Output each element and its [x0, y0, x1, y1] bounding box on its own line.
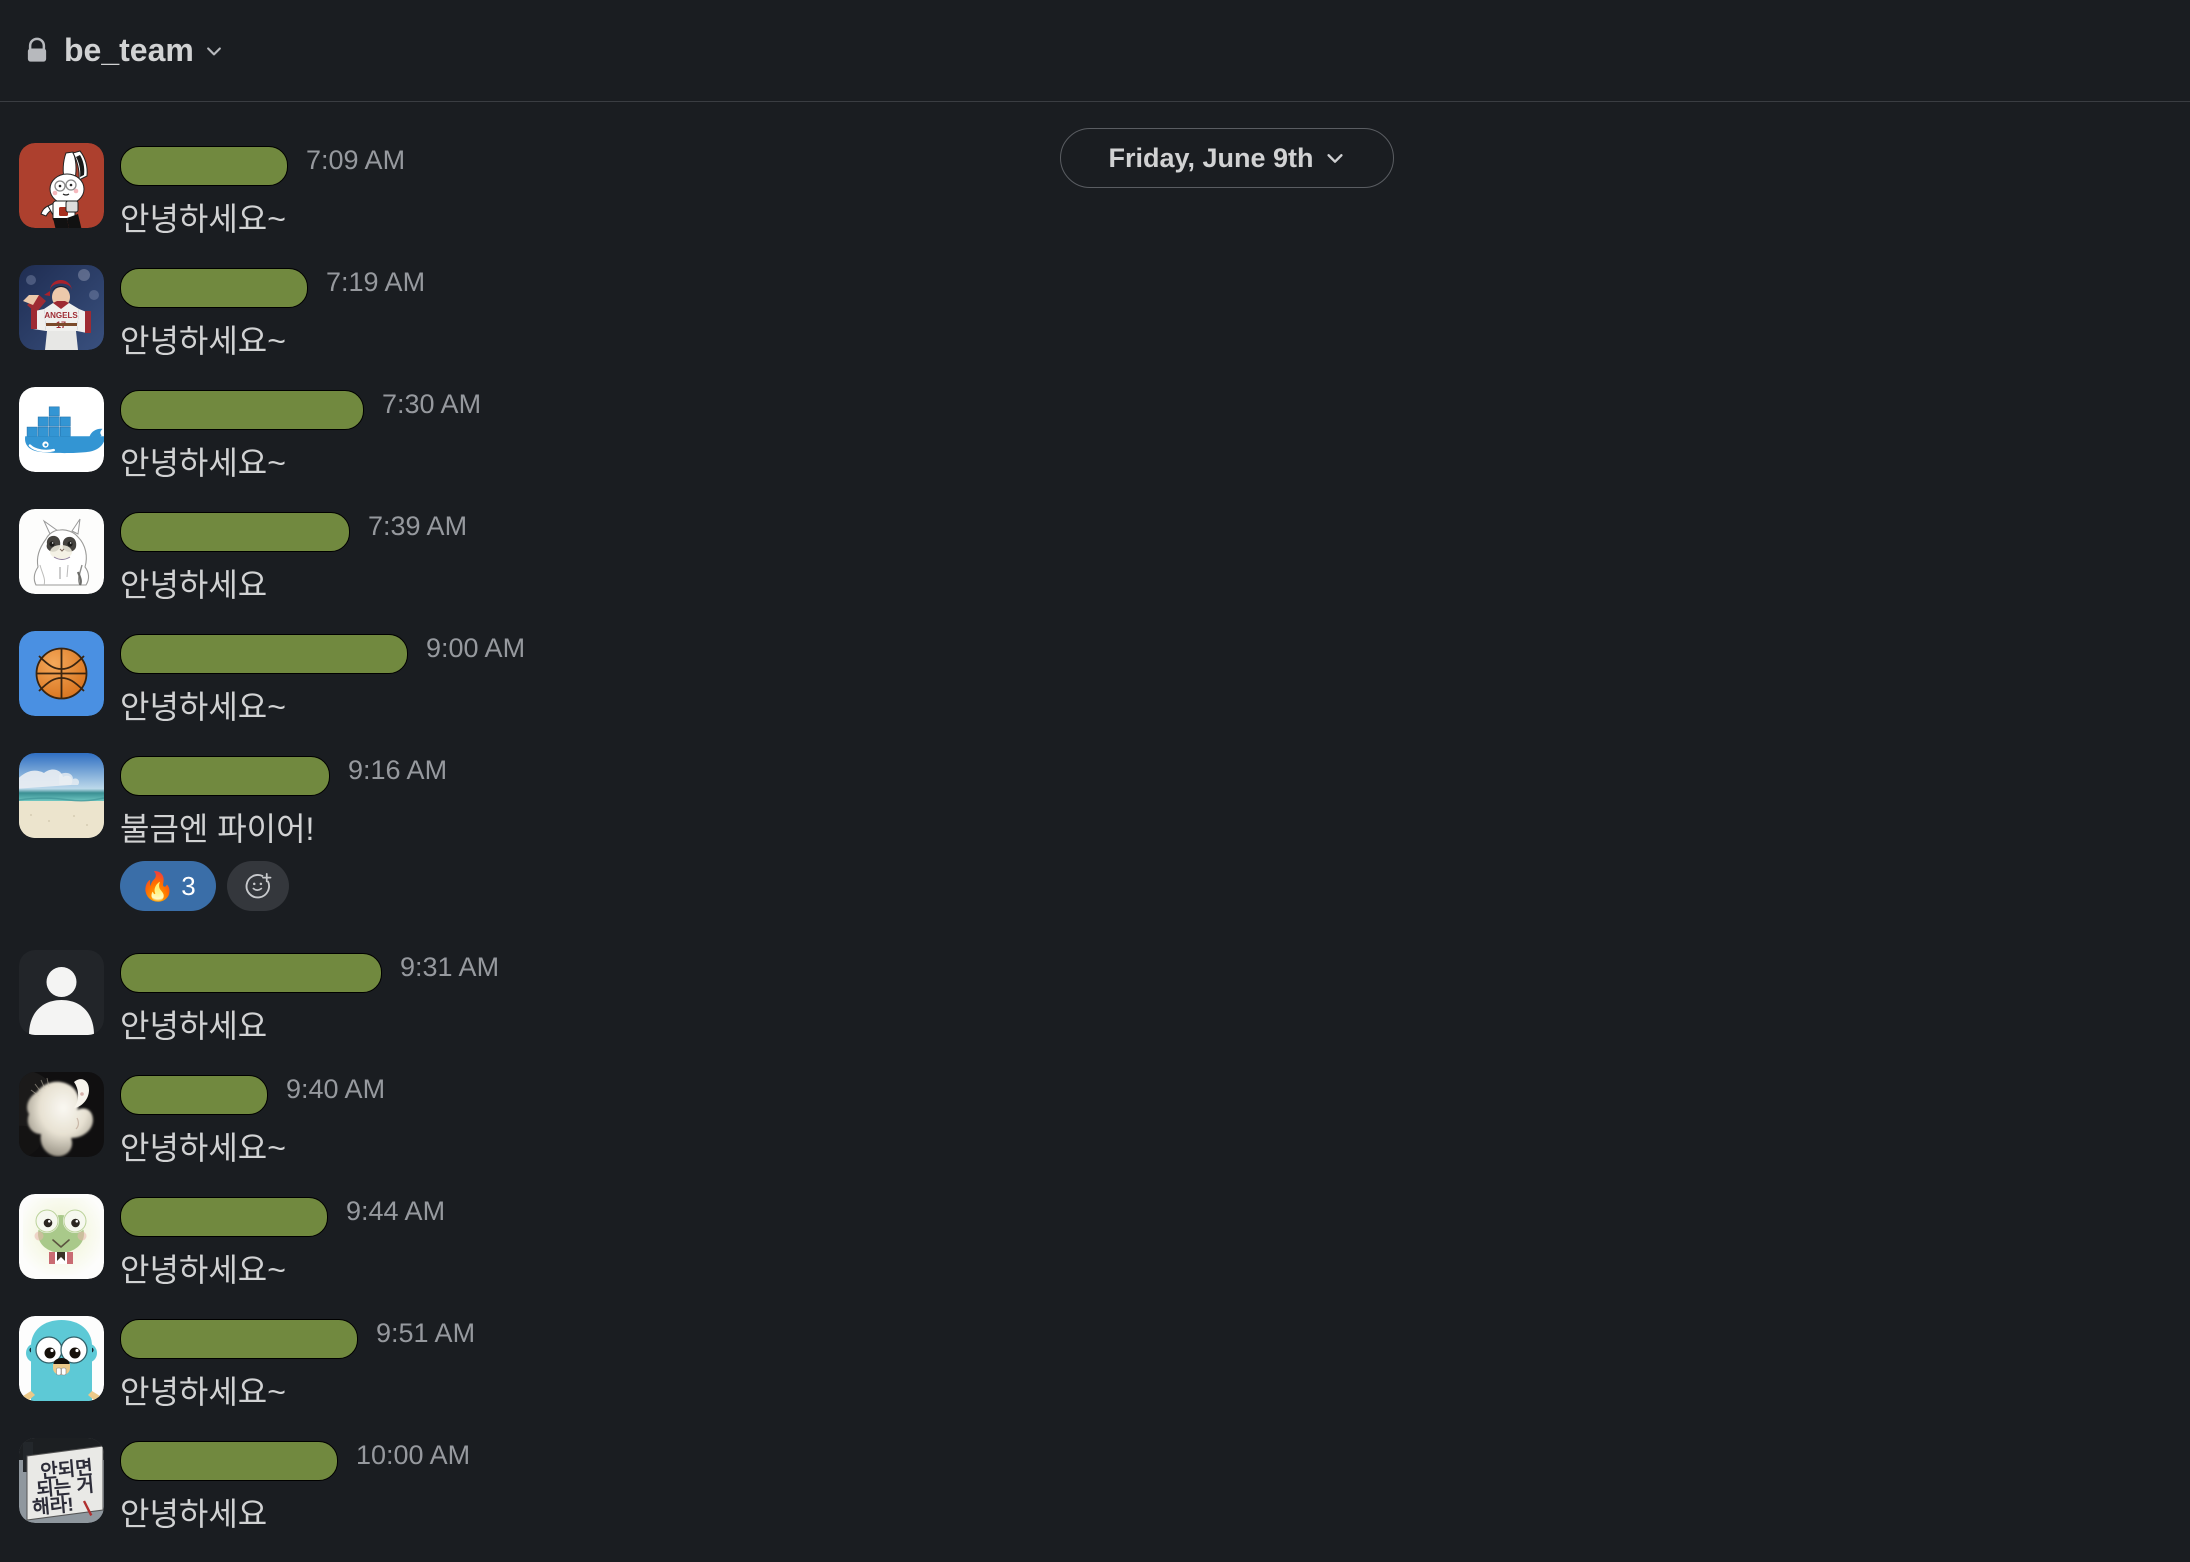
svg-text:해라!: 해라! — [32, 1493, 75, 1519]
svg-text:ANGELS: ANGELS — [44, 311, 78, 320]
